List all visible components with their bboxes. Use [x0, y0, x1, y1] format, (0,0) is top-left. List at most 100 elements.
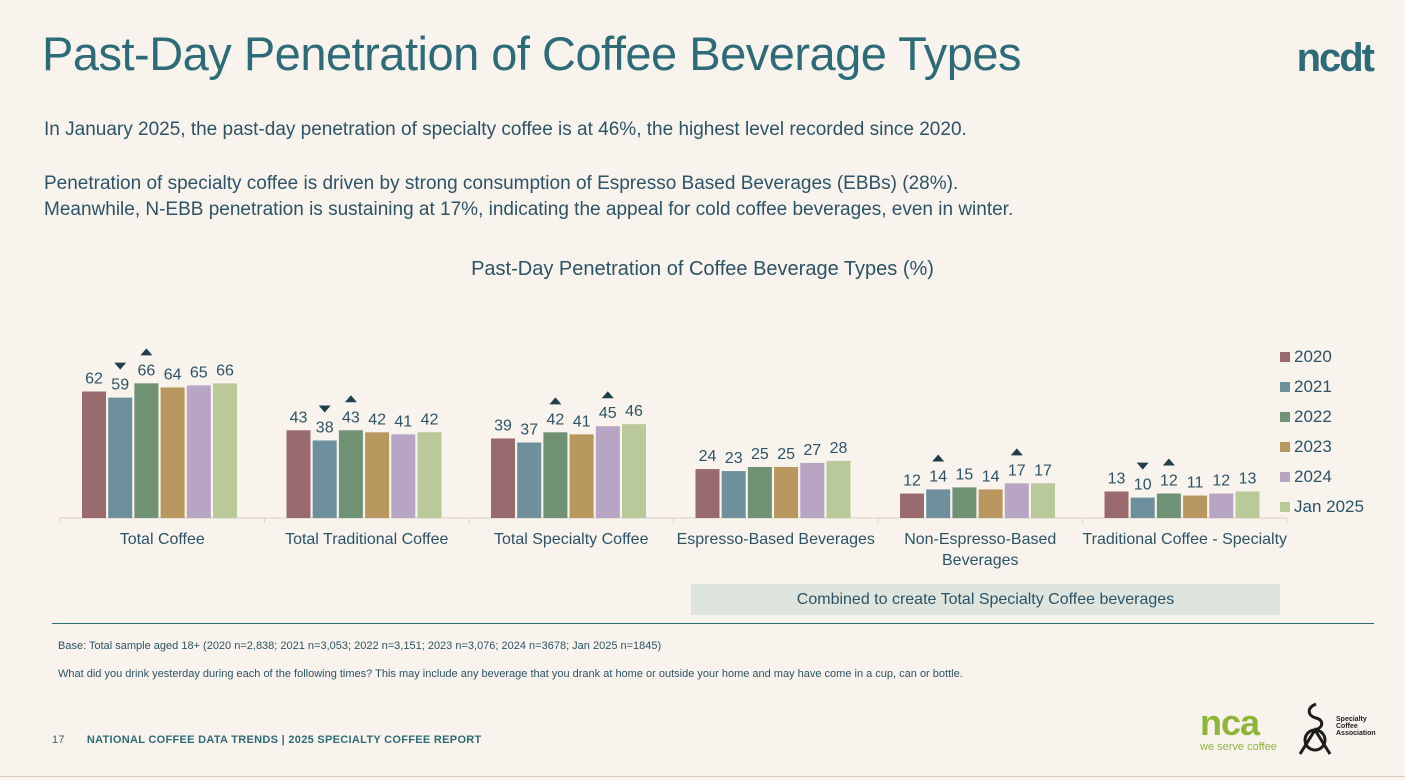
- bar: [160, 387, 185, 518]
- category-label: Traditional Coffee - Specialty: [1082, 531, 1287, 548]
- bar: [134, 383, 159, 518]
- sca-text-line-1: Specialty: [1336, 716, 1367, 723]
- legend-swatch: [1280, 352, 1290, 362]
- data-label: 14: [982, 468, 1000, 485]
- category-label: Total Specialty Coffee: [494, 531, 649, 548]
- data-label: 43: [290, 409, 308, 426]
- nca-tagline: we serve coffee: [1200, 741, 1277, 753]
- data-label: 62: [85, 371, 103, 388]
- summary-paragraph-1: In January 2025, the past-day penetratio…: [44, 119, 967, 140]
- data-label: 12: [1160, 473, 1178, 490]
- data-label: 38: [316, 419, 334, 436]
- sca-logo: Specialty Coffee Association: [1294, 700, 1378, 756]
- legend-swatch: [1280, 502, 1290, 512]
- page-number: 17: [52, 734, 65, 746]
- bar: [417, 432, 442, 518]
- summary-paragraph-2-line-1: Penetration of specialty coffee is drive…: [44, 173, 959, 194]
- data-label: 14: [929, 468, 947, 485]
- significant-decrease-icon: [1136, 462, 1149, 470]
- ncdt-logo: ncdt: [1296, 36, 1375, 80]
- chart-legend: 2020 2021 2022 2023 2024 Jan 2025: [1280, 342, 1364, 522]
- bar: [695, 469, 720, 518]
- data-label: 28: [830, 440, 848, 457]
- bar: [338, 430, 363, 518]
- base-note: Base: Total sample aged 18+ (2020 n=2,83…: [58, 640, 662, 652]
- significant-increase-icon: [1162, 458, 1175, 466]
- bar: [286, 430, 311, 518]
- bar: [622, 424, 646, 518]
- data-label: 66: [138, 362, 156, 379]
- bar: [721, 471, 746, 518]
- bar-chart: 62 59 66 64 65 66 Total Coffee 43 38 43 42 41 42 Tota…: [59, 348, 1288, 569]
- significant-increase-icon: [932, 454, 945, 462]
- bar: [517, 442, 542, 518]
- data-label: 42: [368, 411, 386, 428]
- significant-increase-icon: [549, 397, 562, 405]
- data-label: 65: [190, 364, 208, 381]
- footer: 17 NATIONAL COFFEE DATA TRENDS | 2025 SPE…: [52, 734, 482, 746]
- data-label: 13: [1239, 470, 1257, 487]
- bar: [747, 467, 772, 518]
- bar: [213, 383, 237, 518]
- nca-logo-text: nca: [1200, 702, 1260, 743]
- legend-item: 2024: [1280, 462, 1364, 492]
- divider: [52, 623, 1374, 624]
- data-label: 13: [1108, 470, 1126, 487]
- legend-item: 2023: [1280, 432, 1364, 462]
- data-label: 41: [573, 413, 591, 430]
- data-label: 17: [1008, 462, 1026, 479]
- data-label: 15: [956, 466, 974, 483]
- chart-title: Past-Day Penetration of Coffee Beverage …: [471, 258, 934, 280]
- legend-item: Jan 2025: [1280, 492, 1364, 522]
- category-label: Beverages: [942, 552, 1019, 569]
- data-label: 23: [725, 450, 743, 467]
- data-label: 24: [699, 448, 717, 465]
- legend-label: 2023: [1294, 437, 1332, 456]
- category-label: Non-Espresso-Based: [904, 531, 1056, 548]
- data-label: 12: [1212, 473, 1230, 490]
- combined-note-box: Combined to create Total Specialty Coffe…: [691, 584, 1280, 615]
- bar: [952, 487, 977, 518]
- data-label: 43: [342, 409, 360, 426]
- bar: [1156, 493, 1181, 518]
- data-label: 42: [421, 411, 439, 428]
- data-label: 25: [751, 446, 769, 463]
- data-label: 41: [394, 413, 412, 430]
- legend-label: 2022: [1294, 407, 1332, 426]
- summary-paragraph-2-line-2: Meanwhile, N-EBB penetration is sustaini…: [44, 199, 1014, 220]
- bar: [774, 467, 799, 518]
- bar: [1209, 493, 1234, 518]
- footer-report-title: NATIONAL COFFEE DATA TRENDS | 2025 SPECI…: [86, 734, 482, 746]
- bar: [569, 434, 594, 518]
- data-label: 45: [599, 405, 617, 422]
- data-label: 46: [625, 403, 643, 420]
- data-label: 37: [520, 422, 538, 439]
- data-label: 25: [777, 446, 795, 463]
- legend-label: 2020: [1294, 347, 1332, 366]
- category-label: Total Traditional Coffee: [285, 531, 448, 548]
- data-label: 27: [803, 442, 821, 459]
- bar: [186, 385, 211, 518]
- legend-label: 2024: [1294, 467, 1332, 486]
- legend-item: 2020: [1280, 342, 1364, 372]
- category-label: Espresso-Based Beverages: [677, 531, 875, 548]
- data-label: 12: [903, 473, 921, 490]
- sca-text-line-2: Coffee: [1336, 723, 1358, 730]
- significant-decrease-icon: [114, 362, 127, 370]
- bar: [1235, 491, 1260, 518]
- bar: [1004, 483, 1029, 518]
- bar: [1130, 497, 1155, 518]
- legend-swatch: [1280, 412, 1290, 422]
- data-label: 66: [216, 362, 234, 379]
- data-label: 11: [1187, 475, 1204, 492]
- significant-increase-icon: [344, 395, 357, 403]
- sca-emblem-icon: [1298, 702, 1332, 755]
- sca-text-line-3: Association: [1336, 730, 1376, 737]
- page-title: Past-Day Penetration of Coffee Beverage …: [42, 27, 1022, 80]
- bar: [491, 438, 515, 518]
- bar: [543, 432, 568, 518]
- bottom-rule: [0, 776, 1405, 777]
- bar: [1031, 483, 1055, 518]
- data-label: 10: [1134, 477, 1152, 494]
- significant-increase-icon: [601, 391, 614, 399]
